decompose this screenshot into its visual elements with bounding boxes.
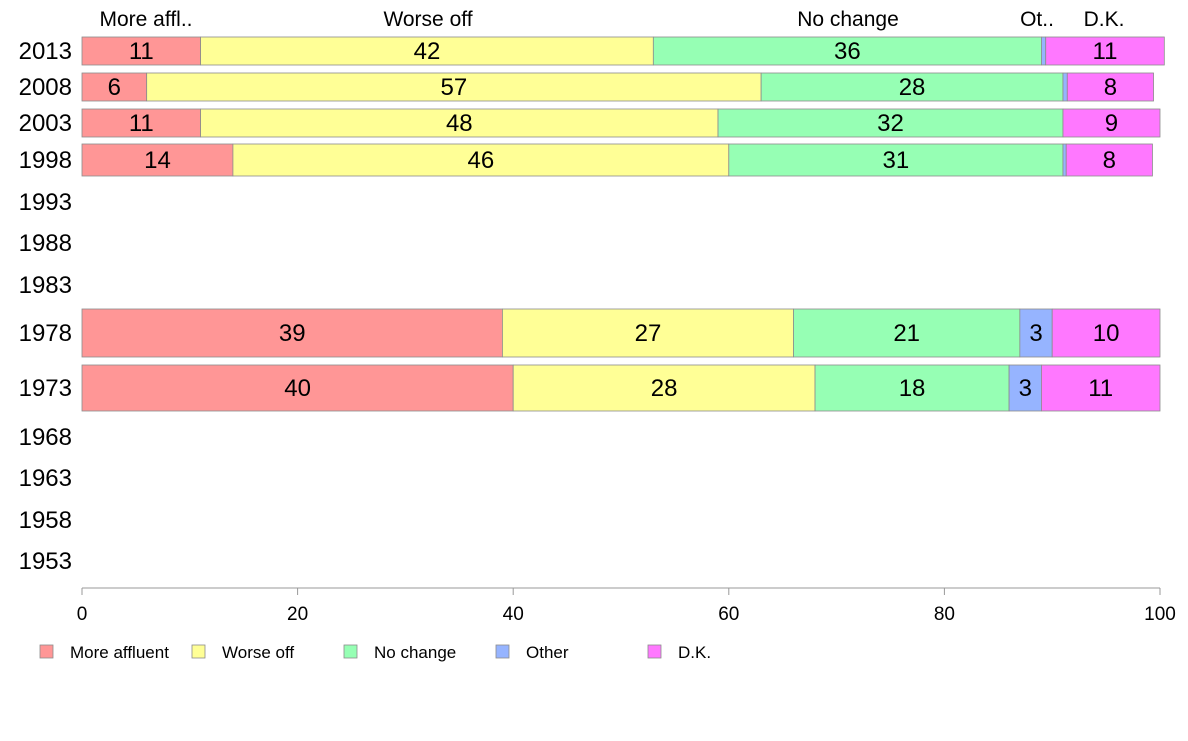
legend-swatch: [343, 644, 358, 659]
data-label: 39: [279, 320, 306, 347]
data-label: 8: [1104, 74, 1117, 101]
column-header: No change: [797, 8, 899, 31]
bar-segment: [1066, 72, 1154, 102]
bar-segment: [200, 36, 654, 66]
bar-segment: [81, 108, 201, 138]
data-label: 36: [834, 38, 861, 65]
category-label: 1983: [19, 272, 72, 299]
bar-segment: [1041, 364, 1161, 412]
bar-segment: [652, 36, 1042, 66]
x-tick-label: 40: [503, 604, 524, 625]
legend-label: Worse off: [222, 643, 294, 662]
legend-swatch: [39, 644, 54, 659]
column-header: More affl..: [100, 8, 193, 31]
legend-label: More affluent: [70, 643, 169, 662]
bar-segment: [1062, 108, 1161, 138]
bar-segment: [81, 364, 514, 412]
data-label: 11: [1088, 375, 1113, 402]
data-label: 14: [144, 147, 171, 174]
category-label: 1968: [19, 424, 72, 451]
data-label: 3: [1029, 320, 1042, 347]
data-label: 42: [414, 38, 441, 65]
data-label: 9: [1105, 110, 1118, 137]
data-label: 31: [883, 147, 910, 174]
bar-segment: [200, 108, 719, 138]
category-label: 1978: [19, 320, 72, 347]
bar-segment: [512, 364, 816, 412]
data-label: 10: [1093, 320, 1120, 347]
data-label: 21: [893, 320, 920, 347]
bar-segment: [81, 143, 234, 177]
bar-segment: [1062, 72, 1068, 102]
data-label: 48: [446, 110, 473, 137]
data-label: 57: [441, 74, 468, 101]
data-label: 32: [877, 110, 904, 137]
bar-segment: [1051, 308, 1161, 358]
legend-swatch: [495, 644, 510, 659]
bar-segment: [81, 36, 201, 66]
legend-swatch: [647, 644, 662, 659]
category-label: 1963: [19, 465, 72, 492]
category-label: 2003: [19, 110, 72, 137]
legend-label: D.K.: [678, 643, 711, 662]
bar-segment: [793, 308, 1021, 358]
bar-segment: [760, 72, 1064, 102]
column-header: Ot..: [1020, 8, 1054, 31]
data-label: 3: [1019, 375, 1032, 402]
data-label: 6: [108, 74, 121, 101]
category-label: 1953: [19, 548, 72, 575]
data-label: 18: [899, 375, 926, 402]
column-header: Worse off: [383, 8, 472, 31]
data-label: 8: [1103, 147, 1116, 174]
x-tick-label: 100: [1144, 604, 1176, 625]
legend-swatch: [191, 644, 206, 659]
category-label: 1988: [19, 230, 72, 257]
category-label: 1993: [19, 189, 72, 216]
bar-segment: [146, 72, 762, 102]
category-label: 1973: [19, 375, 72, 402]
category-label: 2013: [19, 38, 72, 65]
bar-segment: [1062, 143, 1067, 177]
category-label: 1958: [19, 507, 72, 534]
x-tick-label: 0: [77, 604, 88, 625]
x-tick-label: 20: [287, 604, 308, 625]
category-label: 1998: [19, 147, 72, 174]
data-label: 11: [129, 38, 154, 65]
data-label: 46: [468, 147, 495, 174]
legend-label: No change: [374, 643, 456, 662]
bar-segment: [81, 72, 148, 102]
column-header: D.K.: [1084, 8, 1125, 31]
data-label: 28: [899, 74, 926, 101]
data-label: 11: [1093, 38, 1118, 65]
bar-segment: [1008, 364, 1042, 412]
bar-segment: [1065, 143, 1153, 177]
bar-segment: [1019, 308, 1053, 358]
bar-segment: [1041, 36, 1047, 66]
x-tick-label: 80: [934, 604, 955, 625]
data-label: 40: [284, 375, 311, 402]
data-label: 11: [129, 110, 154, 137]
category-label: 2008: [19, 74, 72, 101]
bar-segment: [1045, 36, 1165, 66]
bar-segment: [81, 308, 503, 358]
bar-segment: [502, 308, 794, 358]
data-label: 27: [635, 320, 662, 347]
bar-segment: [232, 143, 730, 177]
x-tick-label: 60: [718, 604, 739, 625]
legend-label: Other: [526, 643, 569, 662]
data-label: 28: [651, 375, 678, 402]
